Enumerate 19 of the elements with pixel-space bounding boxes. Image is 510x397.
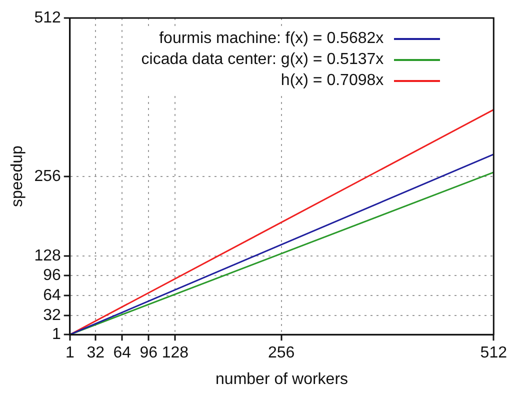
legend-label: cicada data center: g(x) = 0.5137x <box>141 50 384 70</box>
x-tick-label: 96 <box>140 344 158 362</box>
y-tick-label: 512 <box>34 9 61 26</box>
x-tick-label: 1 <box>65 344 74 362</box>
legend-label: h(x) = 0.7098x <box>280 71 384 91</box>
x-tick-label: 128 <box>162 344 189 362</box>
y-tick-label: 32 <box>43 306 61 324</box>
y-tick-label: 1 <box>52 326 61 344</box>
x-tick-label: 512 <box>480 344 508 362</box>
y-tick-label: 96 <box>43 267 61 284</box>
y-axis-title: speedup <box>9 146 26 207</box>
x-tick-label: 256 <box>268 344 295 362</box>
x-tick-label: 32 <box>86 344 105 362</box>
y-tick-label: 256 <box>34 168 61 186</box>
x-axis-title: number of workers <box>216 370 348 388</box>
x-tick-label: 64 <box>113 344 132 362</box>
y-tick-label: 64 <box>43 286 61 304</box>
legend-label: fourmis machine: f(x) = 0.5682x <box>159 29 384 49</box>
y-tick-label: 128 <box>34 247 61 264</box>
